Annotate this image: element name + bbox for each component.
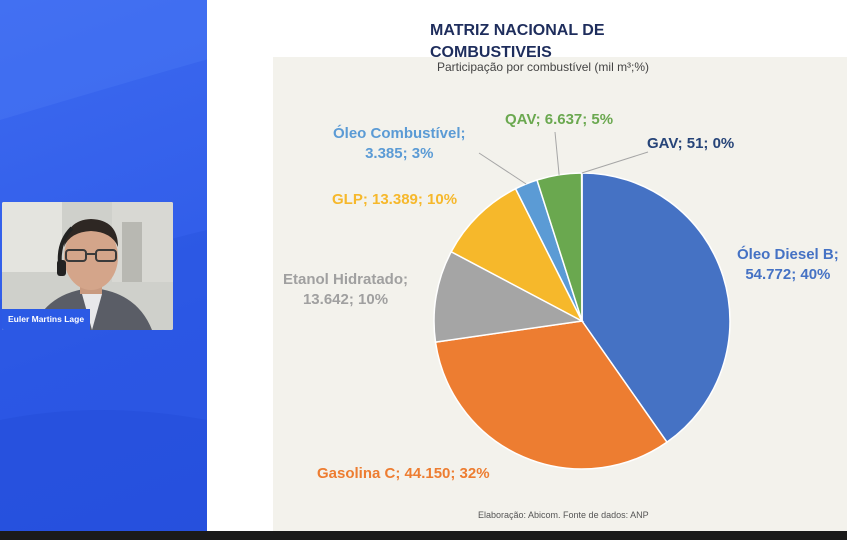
slice-label: GLP; 13.389; 10%	[332, 190, 457, 210]
chart-source-note: Elaboração: Abicom. Fonte de dados: ANP	[478, 510, 649, 520]
chart-subtitle: Participação por combustível (mil m³;%)	[437, 60, 650, 74]
bottom-toolbar	[0, 531, 847, 540]
slice-label-line: Gasolina C; 44.150; 32%	[317, 465, 490, 482]
pie-slice-etanol-hidratado	[433, 250, 585, 343]
leader-line	[478, 152, 527, 185]
pie-slice-gasolina-c	[434, 320, 669, 470]
leader-line	[581, 151, 649, 174]
slice-label-line: QAV; 6.637; 5%	[505, 111, 614, 128]
pie-slice-glp	[450, 187, 584, 323]
shared-slide: MATRIZ NACIONAL DE COMBUSTIVEIS Particip…	[207, 0, 847, 531]
presenter-video-feed	[2, 202, 173, 330]
slice-label-line: 54.772; 40%	[745, 266, 831, 283]
slice-label-line: Etanol Hidratado;	[283, 271, 409, 288]
slice-label-line: Óleo Combustível;	[333, 125, 466, 142]
slice-label: Óleo Diesel B; 54.772; 40%	[737, 245, 839, 285]
slide-title: MATRIZ NACIONAL DE COMBUSTIVEIS	[430, 22, 605, 61]
slice-label: Óleo Combustível; 3.385; 3%	[333, 124, 466, 164]
slice-label: GAV; 51; 0%	[647, 134, 734, 154]
slice-label-line: GAV; 51; 0%	[647, 135, 735, 152]
slice-label-line: Óleo Diesel B;	[737, 246, 839, 263]
presenter-name-tag: Euler Martins Lage	[2, 309, 91, 330]
presenter-video-tile[interactable]: Euler Martins Lage	[2, 202, 173, 330]
pie-chart-canvas	[433, 131, 731, 470]
slice-label-line: 3.385; 3%	[365, 145, 434, 162]
pie-slice-oleo-diesel-b	[581, 172, 731, 444]
slice-label: Gasolina C; 44.150; 32%	[317, 464, 490, 484]
slice-label: Etanol Hidratado; 13.642; 10%	[283, 270, 408, 310]
pie-chart: Participação por combustível (mil m³;%) …	[273, 57, 847, 531]
slice-label-line: GLP; 13.389; 10%	[332, 191, 458, 208]
slice-label: QAV; 6.637; 5%	[505, 110, 613, 130]
slice-label-line: 13.642; 10%	[302, 291, 389, 308]
leader-line	[554, 131, 560, 175]
